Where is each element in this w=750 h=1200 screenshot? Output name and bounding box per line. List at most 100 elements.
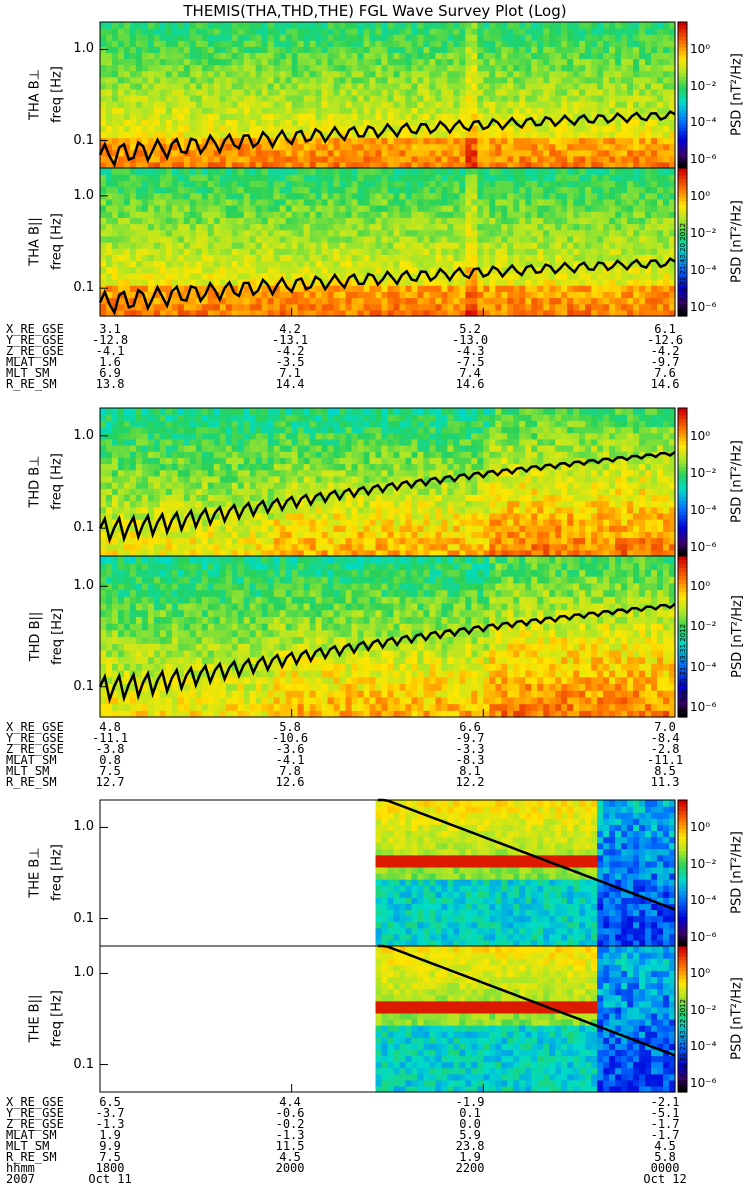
psd-cell xyxy=(309,149,317,157)
psd-cell xyxy=(135,46,143,54)
psd-cell xyxy=(387,28,395,35)
psd-cell xyxy=(561,272,568,280)
psd-cell xyxy=(489,46,496,54)
psd-cell xyxy=(669,168,676,175)
psd-cell xyxy=(315,28,323,35)
psd-cell xyxy=(177,297,185,305)
psd-cell xyxy=(225,229,233,237)
psd-cell xyxy=(645,155,652,163)
psd-cell xyxy=(585,260,592,268)
psd-cell xyxy=(345,192,353,200)
psd-cell xyxy=(303,260,311,268)
psd-cell xyxy=(669,95,676,102)
psd-cell xyxy=(291,303,299,311)
psd-cell xyxy=(549,131,556,139)
psd-cell xyxy=(489,217,496,225)
psd-cell xyxy=(315,125,323,133)
psd-cell xyxy=(231,131,239,139)
psd-cell xyxy=(201,242,209,249)
psd-cell xyxy=(225,161,233,169)
psd-cell xyxy=(237,260,245,268)
psd-cell xyxy=(567,248,574,255)
psd-cell xyxy=(483,101,490,108)
colorbar-step xyxy=(678,124,687,129)
psd-cell xyxy=(507,22,514,29)
psd-cell xyxy=(315,95,323,102)
psd-cell xyxy=(381,101,389,108)
psd-cell xyxy=(513,28,520,35)
psd-cell xyxy=(639,28,646,35)
psd-cell xyxy=(273,149,281,157)
colorbar-step xyxy=(678,223,687,228)
psd-cell xyxy=(411,161,419,169)
psd-cell xyxy=(159,235,167,243)
psd-cell xyxy=(501,58,508,66)
psd-cell xyxy=(387,180,395,188)
psd-cell xyxy=(639,76,646,84)
psd-cell xyxy=(153,113,161,120)
psd-cell xyxy=(639,309,646,317)
psd-cell xyxy=(669,64,676,72)
psd-cell xyxy=(159,28,167,35)
psd-cell xyxy=(303,229,311,237)
psd-cell xyxy=(435,125,443,133)
psd-cell xyxy=(135,426,143,434)
psd-cell xyxy=(111,101,119,108)
psd-cell xyxy=(249,211,257,218)
psd-cell xyxy=(513,235,520,243)
psd-cell xyxy=(513,113,520,120)
psd-cell xyxy=(567,205,574,212)
psd-cell xyxy=(435,107,443,114)
colorbar-step xyxy=(678,179,687,184)
psd-cell xyxy=(381,229,389,237)
psd-cell xyxy=(243,254,251,262)
psd-cell xyxy=(141,426,149,434)
psd-cell xyxy=(501,279,508,286)
colorbar-step xyxy=(678,227,687,232)
psd-cell xyxy=(375,125,383,133)
psd-cell xyxy=(543,82,550,90)
psd-cell xyxy=(639,174,646,181)
psd-cell xyxy=(291,149,299,157)
psd-cell xyxy=(255,309,263,317)
psd-cell xyxy=(255,211,263,218)
psd-cell xyxy=(393,82,401,90)
psd-cell xyxy=(429,40,437,47)
psd-cell xyxy=(495,235,502,243)
psd-cell xyxy=(603,22,610,29)
psd-cell xyxy=(507,192,514,200)
psd-cell xyxy=(447,272,454,280)
psd-cell xyxy=(327,309,335,317)
psd-cell xyxy=(657,149,664,157)
psd-cell xyxy=(363,143,371,151)
psd-cell xyxy=(549,174,556,181)
psd-cell xyxy=(231,229,239,237)
psd-cell xyxy=(519,107,526,114)
psd-cell xyxy=(597,52,604,60)
psd-cell xyxy=(231,107,239,114)
psd-cell xyxy=(189,168,197,175)
psd-cell xyxy=(129,414,137,421)
psd-cell xyxy=(663,64,670,72)
psd-cell xyxy=(471,64,478,72)
psd-cell xyxy=(453,186,460,194)
psd-cell xyxy=(597,254,604,262)
psd-cell xyxy=(567,297,574,305)
psd-cell xyxy=(261,217,269,225)
psd-cell xyxy=(399,88,407,96)
psd-cell xyxy=(597,285,604,292)
psd-cell xyxy=(609,119,616,127)
psd-cell xyxy=(153,248,161,255)
psd-cell xyxy=(321,34,329,41)
psd-cell xyxy=(279,272,287,280)
psd-cell xyxy=(153,235,161,243)
psd-cell xyxy=(339,235,347,243)
psd-cell xyxy=(591,40,598,47)
psd-cell xyxy=(135,70,143,78)
psd-cell xyxy=(573,285,580,292)
psd-cell xyxy=(441,64,448,72)
psd-cell xyxy=(423,260,431,268)
psd-cell xyxy=(375,205,383,212)
psd-cell xyxy=(147,82,155,90)
psd-cell xyxy=(657,198,664,206)
